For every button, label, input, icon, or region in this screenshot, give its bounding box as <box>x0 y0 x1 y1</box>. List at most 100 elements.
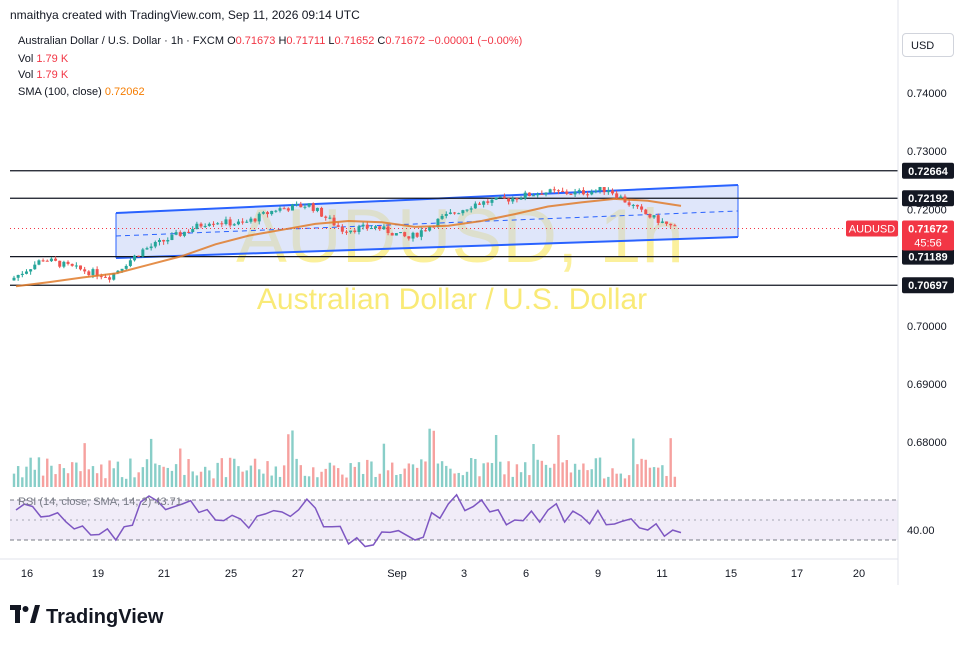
candle-body <box>170 234 174 240</box>
candle-body <box>195 223 199 230</box>
candle-body <box>33 264 37 270</box>
volume-bars <box>12 428 677 487</box>
volume-bar <box>62 468 66 487</box>
tradingview-logo[interactable]: TradingView <box>10 604 163 630</box>
level-badge-label-3: 0.70697 <box>908 280 948 292</box>
candle-body <box>519 198 523 200</box>
candle-body <box>419 230 423 237</box>
volume-bar <box>29 457 32 487</box>
channel-lower-line[interactable] <box>115 236 739 259</box>
volume-bar <box>87 469 91 487</box>
volume-bar <box>399 474 402 487</box>
volume-bar <box>478 476 481 487</box>
candle-body <box>232 224 236 226</box>
volume-bar <box>449 468 452 487</box>
volume-bar <box>524 462 527 487</box>
volume-bar <box>83 443 86 487</box>
time-label-7: 6 <box>523 568 529 580</box>
sma-value: 0.72062 <box>104 86 145 98</box>
volume-bar <box>224 477 228 487</box>
volume-bar <box>515 464 519 487</box>
candle-body <box>124 265 128 269</box>
currency-button[interactable]: USD <box>902 33 954 57</box>
price-tick-1: 0.73000 <box>907 146 947 158</box>
volume-bar <box>332 465 336 487</box>
candle-body <box>54 258 58 261</box>
symbol-badge <box>846 220 898 237</box>
volume-bar <box>465 471 469 487</box>
candle-body <box>295 204 299 206</box>
candle-body <box>290 204 294 211</box>
candle-body <box>411 232 415 239</box>
candle-body <box>58 260 62 267</box>
volume-bar <box>70 462 74 487</box>
tradingview-logo-icon <box>10 605 40 629</box>
candle-body <box>357 226 361 232</box>
time-axis[interactable]: 16 19 21 25 27 Sep 3 6 9 11 15 17 20 <box>21 568 865 580</box>
candle-body <box>49 258 53 262</box>
volume-bar <box>33 469 36 487</box>
volume-bar <box>37 457 41 487</box>
candle-body <box>552 189 556 191</box>
volume-bar <box>253 458 257 487</box>
candle-body <box>361 224 365 227</box>
price-tick-2: 0.72000 <box>907 204 947 216</box>
candle-body <box>103 276 107 278</box>
channel-upper-line[interactable] <box>115 184 739 214</box>
time-label-12: 20 <box>853 568 865 580</box>
volume-bar <box>154 463 157 487</box>
candle-body <box>502 196 506 199</box>
candle-body <box>627 202 631 206</box>
candle-body <box>394 233 398 236</box>
volume-bar <box>95 473 99 487</box>
candle-body <box>320 207 324 217</box>
volume-bar <box>661 465 664 487</box>
volume-bar <box>249 465 253 487</box>
volume-bar <box>316 477 319 487</box>
volume-bar <box>266 461 269 487</box>
level-badge-label-1: 0.72192 <box>908 193 948 205</box>
volume-bar <box>420 459 423 487</box>
rsi-legend: RSI (14, close, SMA, 14, 2) 43.71 <box>18 496 182 508</box>
candle-body <box>457 213 461 215</box>
candle-body <box>378 226 382 230</box>
volume-bar <box>179 448 182 487</box>
volume-bar <box>507 461 510 487</box>
candle-body <box>141 249 145 257</box>
candle-body <box>224 219 228 225</box>
candle-body <box>278 208 282 211</box>
volume-bar <box>436 463 440 487</box>
candle-body <box>340 226 344 232</box>
candle-body <box>216 223 220 225</box>
volume-bar <box>141 467 145 487</box>
candle-body <box>436 218 440 227</box>
candle-body <box>415 232 419 237</box>
candle-body <box>29 269 33 272</box>
volume-bar <box>428 428 431 487</box>
current-price-label: 0.71672 <box>908 223 948 235</box>
candle-body <box>236 221 240 225</box>
candle-body <box>461 210 465 214</box>
volume-bar <box>129 458 132 487</box>
price-scale[interactable]: 0.74000 0.73000 0.72000 0.70000 0.69000 0.680… <box>907 88 947 449</box>
volume-bar <box>386 470 390 487</box>
volume-bar <box>569 472 573 487</box>
volume-bar <box>370 461 373 487</box>
candle-body <box>108 277 112 280</box>
volume-bar <box>133 477 136 487</box>
time-label-3: 25 <box>225 568 237 580</box>
candle-body <box>665 221 669 224</box>
volume-bar <box>636 464 639 487</box>
candle-body <box>590 191 594 195</box>
volume-bar <box>282 465 286 487</box>
volume-bar <box>644 459 647 487</box>
candle-body <box>581 190 585 195</box>
high-value: 0.71711 <box>286 35 326 47</box>
candle-body <box>473 203 477 209</box>
candle-body <box>174 232 178 235</box>
candle-body <box>382 226 386 230</box>
candle-body <box>12 277 16 281</box>
high-label: H <box>278 35 287 47</box>
volume-legend-2: Vol 1.79 K <box>18 69 68 81</box>
volume-bar <box>303 475 307 487</box>
